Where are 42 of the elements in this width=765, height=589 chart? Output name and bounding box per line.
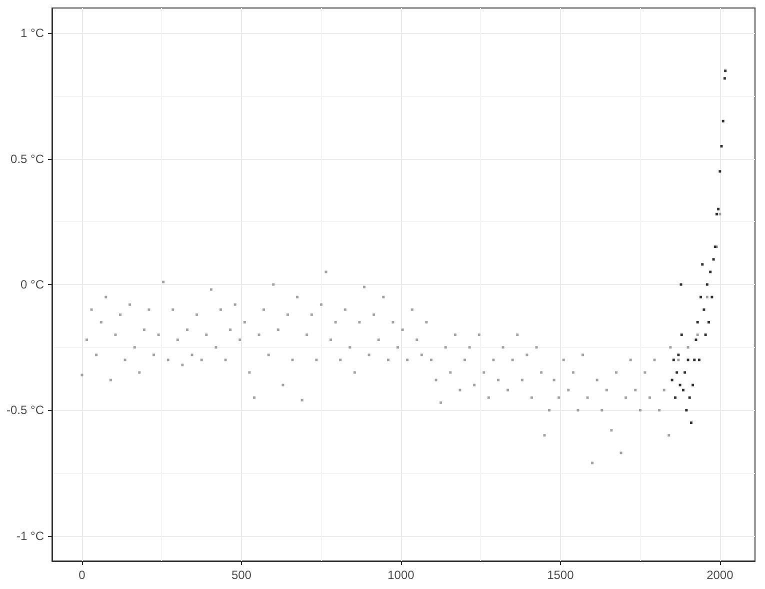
point [688,396,691,399]
point [722,120,724,122]
y-tick-label: 0.5 °C [10,152,44,166]
point [680,334,683,336]
point [694,338,698,342]
point [682,388,684,392]
y-tick-label: 0 °C [20,278,44,292]
point [723,77,726,80]
point [698,358,700,362]
point [709,270,712,274]
x-tick-label: 500 [231,568,252,582]
point [674,396,677,399]
y-tick-label: -1 °C [16,528,44,543]
point [702,308,706,311]
point [685,408,688,412]
point [680,283,682,286]
point [704,334,707,336]
x-tick-label: 1000 [388,568,415,582]
point [696,320,699,324]
point [676,371,678,374]
y-tick-label: -0.5 °C [6,403,44,418]
point [701,263,704,266]
point [712,258,715,261]
point [706,283,708,286]
point [718,170,722,173]
point [672,358,675,362]
point [670,378,674,382]
x-tick-label: 0 [78,568,86,582]
x-tick-label: 1500 [547,568,574,582]
point [684,371,686,374]
point [677,354,680,356]
point [715,212,718,216]
x-tick-label: 2000 [706,568,734,582]
point [724,70,727,72]
point [717,208,720,210]
point [686,358,690,362]
point [700,296,702,298]
point [710,296,714,298]
y-tick-label: 1 °C [20,26,44,40]
point [692,384,694,386]
point [678,384,682,386]
point [693,358,696,362]
